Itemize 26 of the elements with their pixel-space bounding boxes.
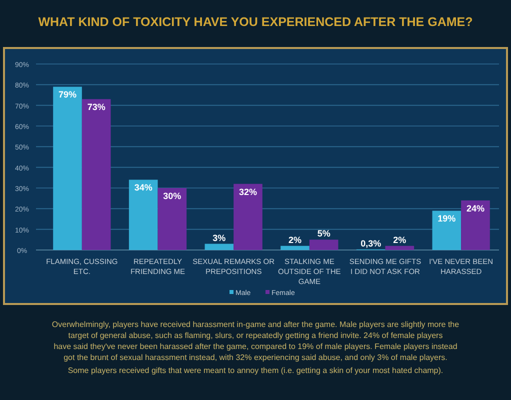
bar: [82, 99, 111, 250]
bar: [158, 188, 187, 250]
bar: [461, 200, 490, 250]
text: Some players received gifts that were meant to annoy them (i.e. getting a skin of your most hated champ).: [68, 366, 444, 375]
bar: [280, 246, 310, 250]
data-label: 30%: [163, 191, 182, 201]
data-label: 5%: [317, 228, 330, 239]
data-label: 19%: [438, 214, 456, 224]
data-label: 2%: [288, 234, 302, 245]
data-label: 24%: [466, 203, 484, 214]
bar: [128, 180, 158, 250]
bar: [309, 240, 338, 250]
data-label: 2%: [393, 234, 406, 245]
data-label: 32%: [238, 186, 257, 197]
bar: [53, 86, 82, 250]
bar: [204, 244, 234, 250]
data-label: 3%: [212, 232, 226, 243]
data-label: 79%: [58, 90, 77, 100]
bar: [432, 210, 462, 250]
data-label: 34%: [134, 182, 152, 193]
bar: [234, 184, 262, 250]
bar: [385, 246, 414, 250]
text: Overwhelmingly, players have received harassment in-game and after the game. Male players are slightly more the target of general abuse, such as flaming, slurs, or repeatedly getting a friend invite. 24% of female players have said they've never been harassed after the game, compared to 19% of male players. Female players instead got the brunt of sexual harassment instead, with 32% experiencing said abuse, and only 3% of male players.: [52, 320, 460, 362]
data-label: 73%: [87, 102, 106, 112]
chart-title: WHAT KIND OF TOXICITY HAVE YOU EXPERIENCED AFTER THE GAME?: [38, 15, 473, 29]
data-label: 0,3%: [360, 238, 382, 248]
